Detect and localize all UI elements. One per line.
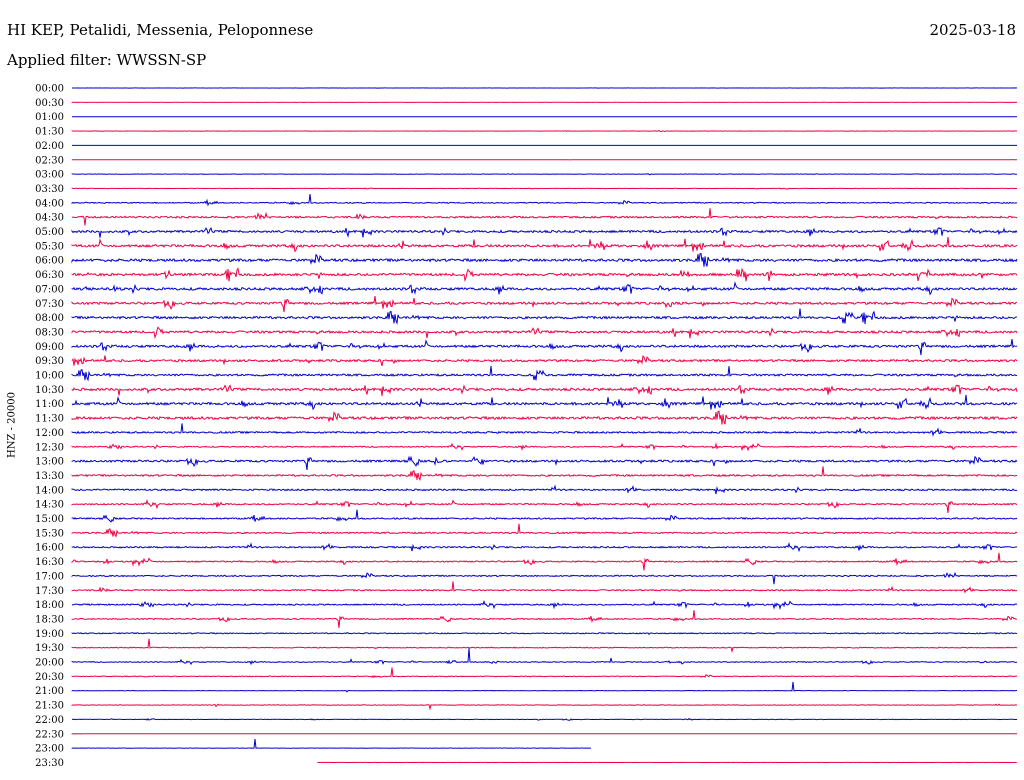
seismic-trace [71,552,1018,571]
seismic-trace [71,571,1017,585]
row-time-label: 23:30 [35,758,64,769]
row-time-label: 04:00 [35,198,64,209]
seismic-trace [71,523,1018,538]
seismic-trace [71,384,1018,397]
filter-label: Applied filter: WWSSN-SP [7,51,207,69]
row-time-label: 17:30 [35,586,64,597]
row-time-label: 13:00 [35,457,64,468]
row-time-label: 22:00 [35,715,64,726]
seismic-trace [71,423,1018,437]
seismic-trace [71,172,1017,176]
row-time-label: 05:00 [35,227,64,238]
seismic-trace [71,208,1018,226]
seismic-trace [71,739,592,749]
seismic-trace [71,455,1018,470]
row-time-label: 15:30 [35,528,64,539]
row-time-label: 17:00 [35,571,64,582]
seismic-trace [71,187,1018,190]
row-time-label: 13:30 [35,471,64,482]
seismic-trace [71,281,1018,296]
row-time-label: 14:30 [35,500,64,511]
row-time-label: 14:00 [35,485,64,496]
row-time-label: 09:00 [35,342,64,353]
seismic-trace [71,542,1018,553]
row-time-label: 07:30 [35,299,64,310]
row-time-label: 11:30 [35,414,64,425]
row-time-label: 18:00 [35,600,64,611]
row-time-label: 23:00 [35,744,64,755]
seismic-trace [71,632,1018,636]
seismic-trace [71,667,1018,679]
seismic-trace [71,355,1018,367]
page-title: HI KEP, Petalidi, Messenia, Peloponnese [7,21,314,39]
row-time-label: 01:00 [35,112,64,123]
row-time-label: 06:30 [35,270,64,281]
row-time-label: 05:30 [35,241,64,252]
row-time-label: 19:00 [35,629,64,640]
row-time-label: 08:00 [35,313,64,324]
row-time-label: 08:30 [35,327,64,338]
seismic-trace [71,648,1018,666]
row-time-label: 07:00 [35,284,64,295]
seismic-trace [71,410,1018,425]
seismic-trace [71,252,1018,267]
row-time-label: 12:00 [35,428,64,439]
row-time-label: 10:30 [35,385,64,396]
seismic-trace [71,394,1018,411]
row-time-label: 00:00 [35,84,64,95]
seismic-trace [71,717,1017,721]
seismic-trace [71,339,1018,356]
seismic-trace [71,681,1018,693]
row-time-label: 18:30 [35,614,64,625]
seismic-trace [71,326,1018,340]
row-time-label: 01:30 [35,127,64,138]
seismic-trace [71,638,1018,654]
row-time-label: 11:00 [35,399,64,410]
row-time-label: 10:00 [35,371,64,382]
seismic-trace [71,226,1018,238]
row-time-label: 03:00 [35,170,64,181]
seismic-trace [71,237,1018,253]
seismic-trace [71,193,1018,207]
row-time-label: 21:30 [35,701,64,712]
seismic-trace [71,499,1018,514]
seismic-trace [71,308,1018,325]
seismic-trace [71,442,1018,452]
row-time-label: 12:30 [35,442,64,453]
row-time-label: 20:00 [35,658,64,669]
row-time-label: 06:00 [35,256,64,267]
row-time-label: 09:30 [35,356,64,367]
seismic-trace [71,466,1018,482]
seismic-trace [71,129,1017,133]
row-time-label: 21:00 [35,686,64,697]
row-time-label: 16:30 [35,557,64,568]
seismic-trace [71,296,1017,313]
row-time-label: 19:30 [35,643,64,654]
seismic-trace [71,599,1018,610]
date-label: 2025-03-18 [929,21,1016,39]
seismic-trace [71,365,1018,382]
row-time-label: 15:00 [35,514,64,525]
row-time-label: 00:30 [35,98,64,109]
row-time-label: 03:30 [35,184,64,195]
seismic-trace [71,267,1018,283]
seismic-trace [71,610,1018,628]
row-time-label: 04:30 [35,213,64,224]
row-time-label: 02:00 [35,141,64,152]
row-time-label: 20:30 [35,672,64,683]
seismic-trace [71,581,1018,594]
row-time-label: 02:30 [35,155,64,166]
seismic-trace [71,484,1018,495]
row-time-label: 22:30 [35,729,64,740]
seismic-trace [71,509,1018,523]
row-time-label: 16:00 [35,543,64,554]
seismic-trace [71,703,1018,711]
